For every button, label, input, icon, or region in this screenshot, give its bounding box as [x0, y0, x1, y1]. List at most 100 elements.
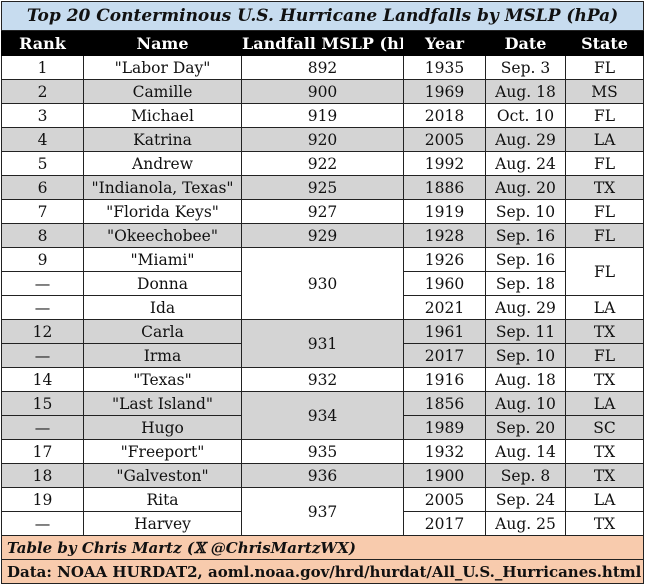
table-row: 3 Michael 919 2018 Oct. 10 FL: [1, 103, 645, 128]
table-row: 19 Rita 937 2005 Sep. 24 LA: [1, 487, 645, 536]
rank-cell: —: [1, 343, 84, 368]
rank-cell: 6: [1, 175, 84, 200]
rank-cell: 7: [1, 199, 84, 224]
year-cell: 1989: [403, 415, 486, 440]
table-row: — Harvey 2017 Aug. 25 TX: [1, 511, 645, 536]
state-cell: FL: [564, 343, 645, 368]
year-cell: 1935: [403, 55, 486, 80]
table-row: — Irma 2017 Sep. 10 FL: [1, 343, 645, 368]
date-cell: Sep. 3: [485, 55, 566, 80]
rank-cell: 17: [1, 439, 84, 464]
year-cell: 2021: [403, 295, 486, 320]
header-name: Name: [83, 30, 242, 56]
name-cell: "Galveston": [83, 463, 242, 488]
state-cell: LA: [564, 487, 645, 512]
table-row: 18 "Galveston" 936 1900 Sep. 8 TX: [1, 463, 645, 488]
rank-cell: 12: [1, 319, 84, 344]
mslp-cell: 925: [241, 175, 404, 200]
year-cell: 1960: [403, 271, 486, 296]
year-cell: 1856: [403, 391, 486, 416]
rank-cell: 8: [1, 223, 84, 248]
header-year: Year: [403, 30, 486, 56]
rank-cell: 14: [1, 367, 84, 392]
name-cell: Hugo: [83, 415, 242, 440]
table-row: 17 "Freeport" 935 1932 Aug. 14 TX: [1, 439, 645, 464]
mslp-cell: 937: [241, 487, 404, 536]
table-row: 5 Andrew 922 1992 Aug. 24 FL: [1, 151, 645, 176]
rank-cell: 1: [1, 55, 84, 80]
table-row: 14 "Texas" 932 1916 Aug. 18 TX: [1, 367, 645, 392]
mslp-cell: 934: [241, 391, 404, 440]
date-cell: Aug. 10: [485, 391, 566, 416]
year-cell: 1928: [403, 223, 486, 248]
table-row: 6 "Indianola, Texas" 925 1886 Aug. 20 TX: [1, 175, 645, 200]
date-cell: Aug. 29: [485, 127, 566, 152]
mslp-cell: 932: [241, 367, 404, 392]
name-cell: "Miami": [83, 247, 242, 272]
table-row: 9 "Miami" 930 1926 Sep. 16 FL: [1, 247, 645, 320]
table-row: 2 Camille 900 1969 Aug. 18 MS: [1, 79, 645, 104]
header-date: Date: [485, 30, 566, 56]
state-cell: FL: [564, 151, 645, 176]
name-cell: "Texas": [83, 367, 242, 392]
name-cell: "Freeport": [83, 439, 242, 464]
state-cell: TX: [564, 511, 645, 536]
mslp-cell: 892: [241, 55, 404, 80]
year-cell: 2005: [403, 487, 486, 512]
mslp-cell: 900: [241, 79, 404, 104]
date-cell: Aug. 14: [485, 439, 566, 464]
state-cell: FL: [564, 247, 645, 296]
rank-cell: 4: [1, 127, 84, 152]
name-cell: "Last Island": [83, 391, 242, 416]
footer-credit: Table by Chris Martz (𝕏 @ChrisMartzWX): [0, 535, 645, 560]
rank-cell: 3: [1, 103, 84, 128]
state-cell: TX: [564, 439, 645, 464]
year-cell: 1961: [403, 319, 486, 344]
mslp-cell: 935: [241, 439, 404, 464]
table-row: — Ida 2021 Aug. 29 LA: [1, 295, 645, 320]
date-cell: Aug. 25: [485, 511, 566, 536]
name-cell: Ida: [83, 295, 242, 320]
date-cell: Sep. 20: [485, 415, 566, 440]
date-cell: Sep. 24: [485, 487, 566, 512]
rank-cell: 5: [1, 151, 84, 176]
state-cell: TX: [564, 175, 645, 200]
mslp-cell: 919: [241, 103, 404, 128]
table-row: — Hugo 1989 Sep. 20 SC: [1, 415, 645, 440]
state-cell: FL: [564, 103, 645, 128]
name-cell: Andrew: [83, 151, 242, 176]
rank-cell: —: [1, 295, 84, 320]
mslp-cell: 922: [241, 151, 404, 176]
rank-cell: 15: [1, 391, 84, 416]
rank-cell: —: [1, 511, 84, 536]
date-cell: Aug. 20: [485, 175, 566, 200]
state-cell: SC: [564, 415, 645, 440]
name-cell: Rita: [83, 487, 242, 512]
name-cell: "Labor Day": [83, 55, 242, 80]
footer-credit-row: Table by Chris Martz (𝕏 @ChrisMartzWX): [0, 535, 645, 560]
date-cell: Sep. 10: [485, 343, 566, 368]
state-cell: FL: [564, 223, 645, 248]
year-cell: 2018: [403, 103, 486, 128]
year-cell: 1932: [403, 439, 486, 464]
name-cell: Carla: [83, 319, 242, 344]
name-cell: Katrina: [83, 127, 242, 152]
table-row: 15 "Last Island" 934 1856 Aug. 10 LA: [1, 391, 645, 440]
date-cell: Sep. 16: [485, 223, 566, 248]
state-cell: TX: [564, 463, 645, 488]
rank-cell: 9: [1, 247, 84, 272]
year-cell: 1992: [403, 151, 486, 176]
table-row: 7 "Florida Keys" 927 1919 Sep. 10 FL: [1, 199, 645, 224]
mslp-cell: 927: [241, 199, 404, 224]
mslp-cell: 931: [241, 319, 404, 368]
state-cell: MS: [564, 79, 645, 104]
state-cell: FL: [564, 55, 645, 80]
table-row: 12 Carla 931 1961 Sep. 11 TX: [1, 319, 645, 368]
header-mslp: Landfall MSLP (hPa): [241, 30, 404, 56]
state-cell: TX: [564, 367, 645, 392]
footer-source: Data: NOAA HURDAT2, aoml.noaa.gov/hrd/hu…: [0, 559, 645, 584]
state-cell: LA: [564, 127, 645, 152]
name-cell: Michael: [83, 103, 242, 128]
state-cell: LA: [564, 295, 645, 320]
